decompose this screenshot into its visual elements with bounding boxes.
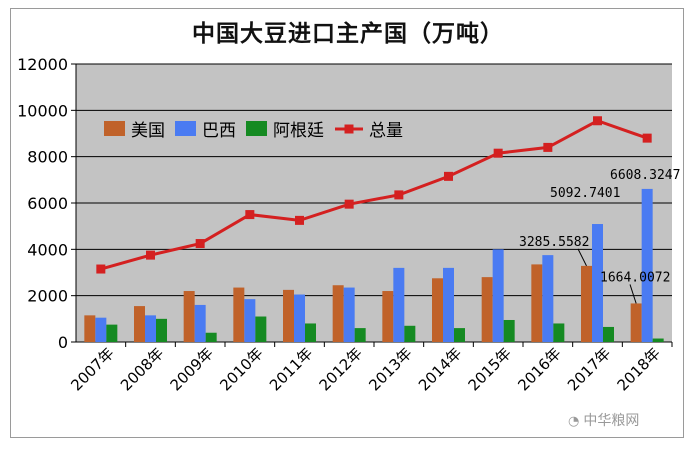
data-label: 5092.7401 bbox=[550, 186, 620, 201]
bar-巴西 bbox=[492, 249, 504, 342]
bar-美国 bbox=[382, 291, 394, 342]
x-tick-label: 2007年 bbox=[67, 344, 117, 394]
y-tick-label: 8000 bbox=[27, 148, 68, 167]
bar-美国 bbox=[531, 264, 543, 342]
bar-美国 bbox=[134, 306, 145, 342]
legend-label: 阿根廷 bbox=[273, 121, 324, 141]
legend-label: 美国 bbox=[131, 121, 165, 141]
bar-阿根廷 bbox=[205, 332, 217, 342]
bar-美国 bbox=[581, 265, 592, 342]
chart-title: 中国大豆进口主产国（万吨） bbox=[192, 20, 504, 47]
watermark: ◔ 中华粮网 bbox=[568, 410, 639, 430]
y-tick-label: 10000 bbox=[17, 101, 68, 120]
bar-阿根廷 bbox=[652, 338, 664, 342]
x-tick-label: 2013年 bbox=[365, 344, 415, 394]
bar-美国 bbox=[481, 277, 493, 342]
legend-swatch bbox=[344, 124, 354, 134]
marker-总量 bbox=[444, 171, 453, 181]
marker-总量 bbox=[543, 142, 553, 152]
x-tick-label: 2012年 bbox=[316, 344, 366, 394]
bar-美国 bbox=[183, 291, 195, 342]
marker-总量 bbox=[593, 116, 602, 126]
bar-巴西 bbox=[592, 224, 603, 342]
y-tick-label: 4000 bbox=[27, 240, 68, 259]
bar-阿根廷 bbox=[305, 323, 316, 342]
bar-巴西 bbox=[343, 287, 355, 342]
marker-总量 bbox=[642, 133, 652, 143]
x-tick-label: 2009年 bbox=[167, 344, 217, 394]
bar-阿根廷 bbox=[255, 316, 267, 342]
bar-巴西 bbox=[542, 255, 554, 342]
marker-总量 bbox=[146, 250, 155, 260]
bar-巴西 bbox=[145, 315, 156, 342]
bar-阿根廷 bbox=[603, 326, 614, 342]
y-tick-label: 2000 bbox=[27, 287, 68, 306]
bar-美国 bbox=[283, 289, 294, 342]
bar-美国 bbox=[233, 287, 245, 342]
x-tick-label: 2016年 bbox=[514, 344, 564, 394]
x-tick-label: 2014年 bbox=[415, 344, 465, 394]
x-tick-label: 2010年 bbox=[216, 344, 266, 394]
leader-line bbox=[629, 284, 637, 304]
marker-总量 bbox=[295, 215, 304, 225]
y-tick-label: 12000 bbox=[17, 55, 68, 74]
legend-label: 巴西 bbox=[202, 121, 236, 141]
bar-阿根廷 bbox=[553, 323, 565, 342]
bar-阿根廷 bbox=[454, 328, 465, 342]
bar-美国 bbox=[84, 315, 96, 342]
marker-总量 bbox=[394, 190, 404, 200]
x-tick-label: 2017年 bbox=[564, 344, 614, 394]
bar-巴西 bbox=[95, 317, 107, 342]
bar-巴西 bbox=[244, 299, 256, 342]
data-label: 6608.3247 bbox=[610, 168, 680, 183]
bar-美国 bbox=[432, 278, 443, 342]
legend-swatch bbox=[246, 121, 267, 136]
bar-美国 bbox=[332, 285, 344, 342]
leader-line bbox=[577, 248, 587, 267]
bar-阿根廷 bbox=[156, 318, 167, 342]
marker-总量 bbox=[344, 199, 354, 209]
bar-阿根廷 bbox=[106, 324, 118, 342]
bar-美国 bbox=[630, 303, 642, 342]
wechat-icon: ◔ bbox=[568, 414, 580, 429]
legend-swatch bbox=[175, 121, 196, 136]
x-tick-label: 2008年 bbox=[117, 344, 167, 394]
legend-label: 总量 bbox=[369, 121, 403, 141]
y-tick-label: 6000 bbox=[27, 194, 68, 213]
bar-巴西 bbox=[443, 267, 454, 342]
marker-总量 bbox=[493, 148, 503, 158]
marker-总量 bbox=[245, 210, 255, 220]
x-tick-label: 2015年 bbox=[465, 344, 515, 394]
marker-总量 bbox=[96, 264, 106, 274]
x-tick-label: 2011年 bbox=[266, 344, 316, 394]
x-tick-label: 2018年 bbox=[614, 344, 664, 394]
bar-巴西 bbox=[393, 267, 405, 342]
watermark-text: 中华粮网 bbox=[583, 413, 640, 429]
bar-阿根廷 bbox=[503, 319, 515, 342]
bar-阿根廷 bbox=[354, 328, 366, 342]
bar-巴西 bbox=[194, 304, 206, 342]
data-label: 1664.0072 bbox=[600, 270, 670, 285]
bar-巴西 bbox=[641, 188, 653, 342]
line-总量 bbox=[100, 119, 648, 271]
bar-巴西 bbox=[294, 294, 305, 342]
bar-阿根廷 bbox=[404, 325, 416, 342]
data-label: 3285.5582 bbox=[519, 235, 589, 250]
marker-总量 bbox=[195, 239, 205, 249]
y-tick-label: 0 bbox=[58, 333, 68, 352]
legend-swatch bbox=[104, 121, 125, 136]
